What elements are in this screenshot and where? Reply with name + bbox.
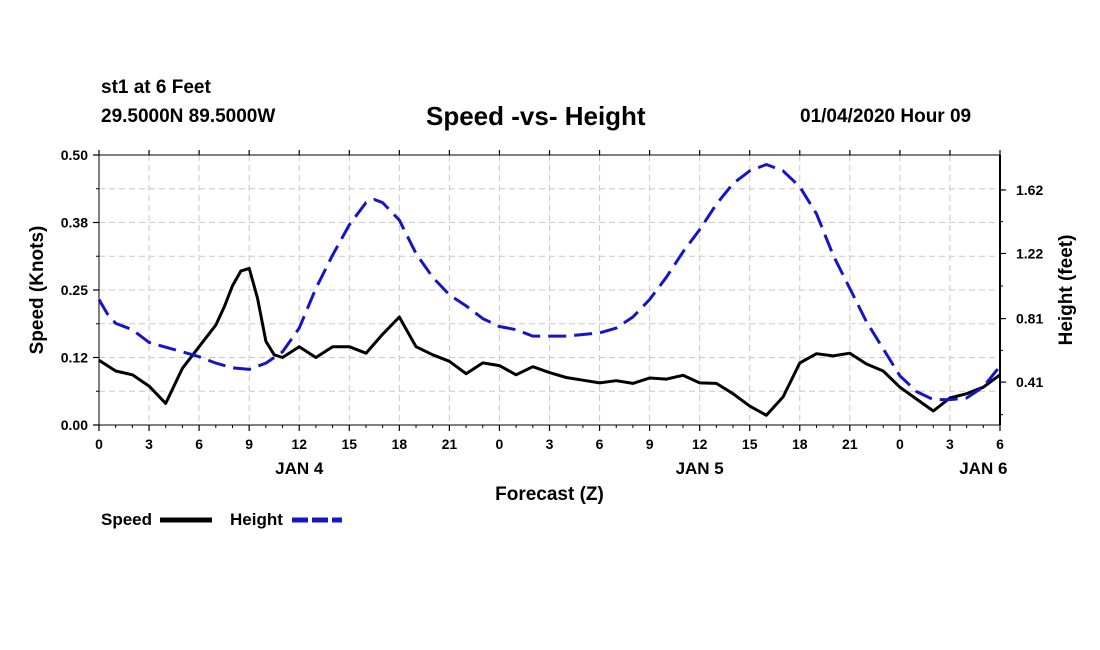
y2-axis-title: Height (feet) [1056, 235, 1077, 346]
x-tick-label: 18 [392, 436, 408, 452]
x-tick-label: 9 [646, 436, 654, 452]
legend: Speed Height [101, 510, 342, 529]
height-series-line [97, 163, 1002, 402]
x-tick-label: 9 [245, 436, 253, 452]
x-tick-label: 6 [596, 436, 604, 452]
forecast-datetime: 01/04/2020 Hour 09 [800, 106, 972, 127]
x-tick-label: 0 [95, 436, 103, 452]
x-tick-label: 12 [291, 436, 307, 452]
x-tick-label: 21 [842, 436, 858, 452]
x-tick-label: 12 [692, 436, 708, 452]
y-tick-label: 0.00 [61, 417, 88, 433]
y2-tick-label: 0.81 [1016, 311, 1043, 327]
y2-tick-label: 0.41 [1016, 374, 1043, 390]
y-tick-label: 0.25 [61, 282, 88, 298]
x-tick-label: 0 [896, 436, 904, 452]
coordinates-label: 29.5000N 89.5000W [101, 106, 276, 127]
speed-series-line [98, 266, 1001, 417]
x-tick-label: 0 [496, 436, 504, 452]
x-tick-label: 21 [442, 436, 458, 452]
y-tick-label: 0.12 [61, 350, 88, 366]
station-label: st1 at 6 Feet [101, 77, 211, 98]
legend-label-speed: Speed [101, 510, 152, 529]
day-label: JAN 6 [959, 459, 1007, 478]
y-tick-label: 0.38 [61, 215, 88, 231]
y2-tick-label: 1.22 [1016, 245, 1043, 261]
x-axis-title: Forecast (Z) [495, 484, 604, 505]
grid [99, 155, 1000, 425]
x-tick-label: 3 [145, 436, 153, 452]
axes: 0 3 6 9 12 15 18 21 0 3 6 9 12 15 18 21 0 3 6 JAN 4 JAN 5 JAN… [27, 147, 1077, 505]
x-tick-label: 6 [996, 436, 1004, 452]
y2-tick-label: 1.62 [1016, 182, 1043, 198]
x-tick-label: 6 [195, 436, 203, 452]
chart-title: Speed -vs- Height [426, 101, 646, 131]
y-axis-title: Speed (Knots) [27, 226, 48, 355]
series-lines [97, 163, 1002, 417]
x-tick-label: 3 [946, 436, 954, 452]
legend-label-height: Height [230, 510, 283, 529]
day-label: JAN 4 [275, 459, 324, 478]
day-label: JAN 5 [676, 459, 724, 478]
x-tick-label: 3 [546, 436, 554, 452]
x-tick-label: 15 [341, 436, 357, 452]
x-tick-label: 15 [742, 436, 758, 452]
x-tick-label: 18 [792, 436, 808, 452]
y-tick-label: 0.50 [61, 147, 88, 163]
